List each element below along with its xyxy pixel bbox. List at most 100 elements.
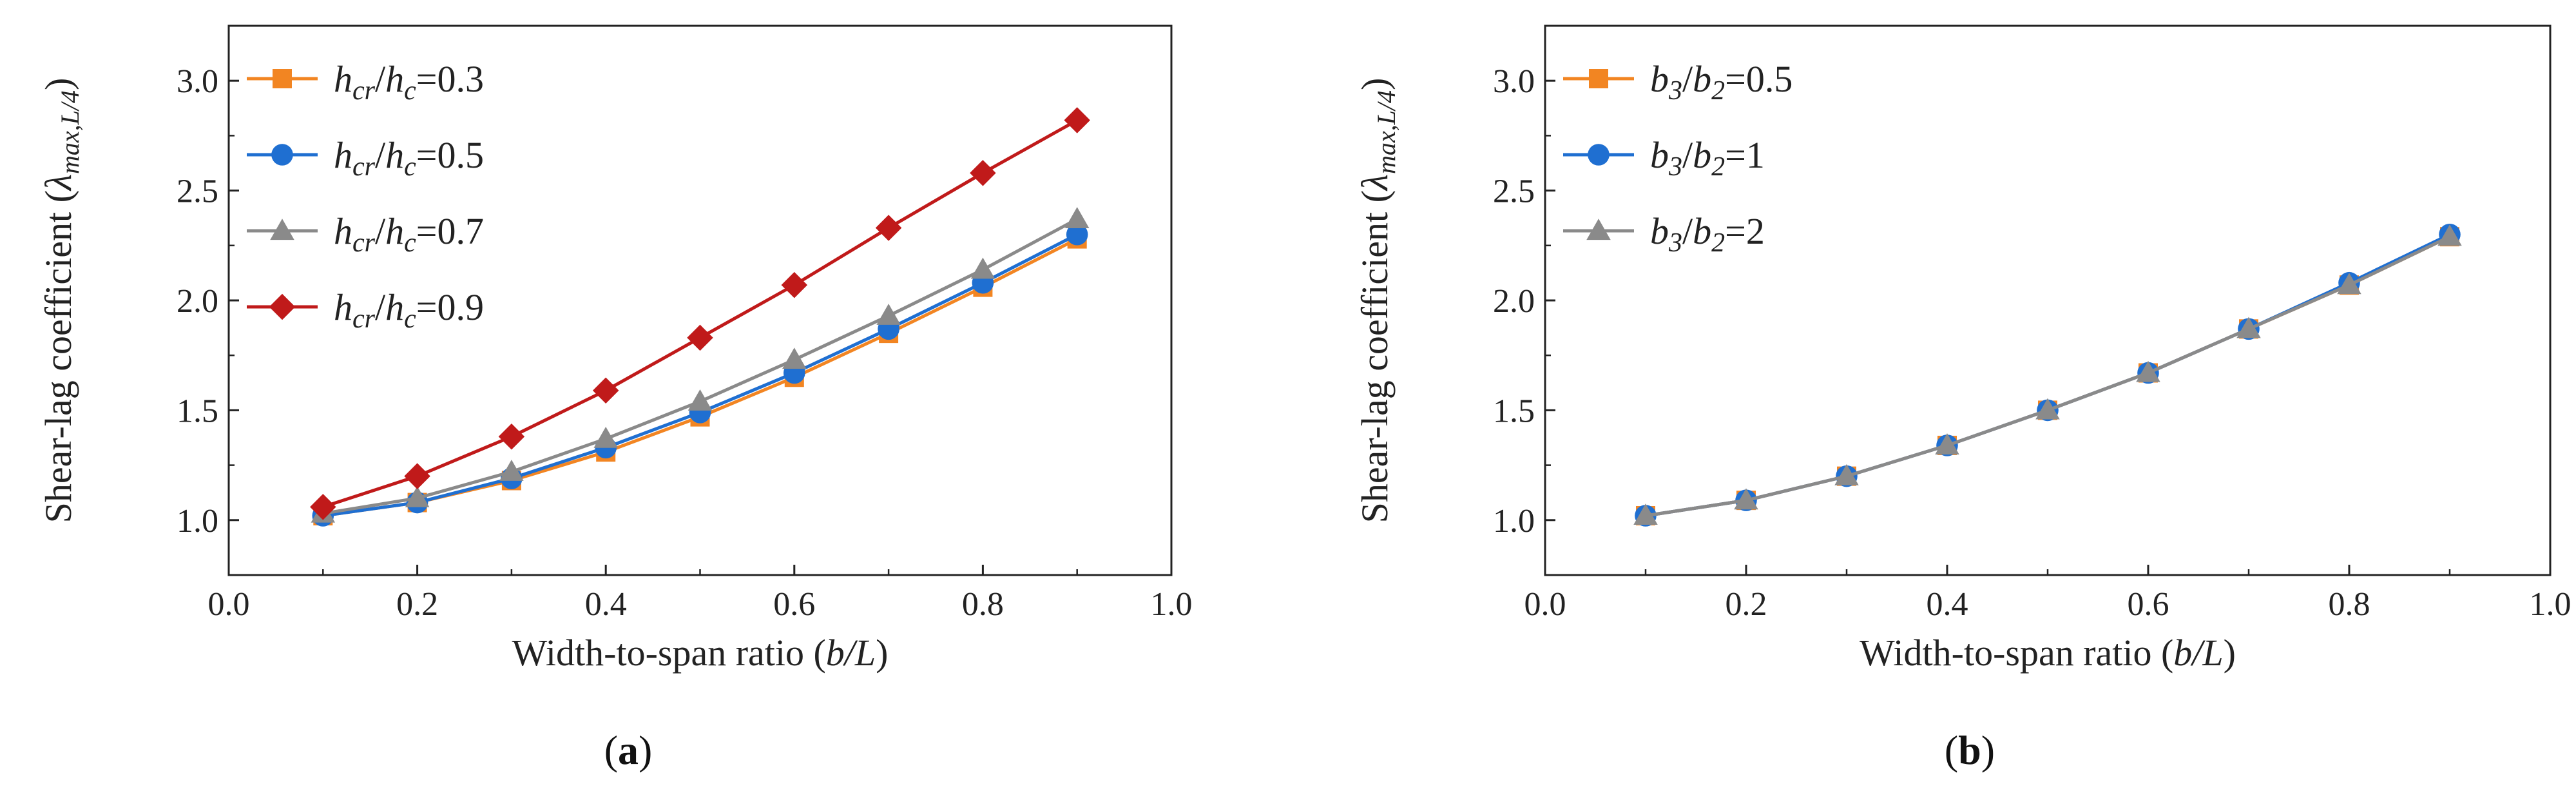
series-4 [310,107,1090,520]
y-tick-label: 3.0 [177,63,218,100]
x-tick-label: 0.4 [585,586,627,623]
legend: b3/b2=0.5b3/b2=1b3/b2=2 [1563,58,1793,258]
panel-label-open: ( [604,727,618,773]
series-3 [311,207,1090,523]
legend-var: h [334,286,352,328]
legend-subscript: 2 [1711,76,1725,106]
legend-var: h [334,210,352,252]
legend-value: =0.7 [416,210,484,252]
y-tick-label: 2.0 [1493,283,1535,320]
y-tick-label: 1.5 [177,393,218,429]
legend-value: =1 [1725,134,1765,176]
panel-label-open: ( [1945,727,1958,773]
legend-marker [1588,144,1610,166]
data-point [498,424,525,450]
legend-subscript: cr [352,152,376,182]
legend-separator: / [1682,58,1693,100]
data-point [687,324,713,351]
x-tick-label: 0.6 [2128,586,2169,623]
x-axis-title-text: Width-to-span ratio ( [512,632,825,674]
legend-marker [269,293,296,320]
series-line [1645,235,2451,518]
legend-var: h [385,210,404,252]
panel-label-letter: a [618,727,639,773]
panel-label-close: ) [1981,727,1995,773]
data-point [310,494,336,520]
x-tick-label: 0.6 [773,586,815,623]
legend-var: b [1650,210,1669,252]
x-tick-label: 0.8 [2329,586,2370,623]
legend-label: hcr/hc=0.3 [334,58,484,106]
panel-label: (a) [604,727,653,773]
series-2 [312,223,1088,527]
series-3 [1633,224,2462,525]
legend-marker [273,69,292,88]
legend-subscript: c [404,76,416,106]
data-point [405,485,430,507]
data-point [876,304,901,325]
legend-subscript: c [404,304,416,334]
y-axis-title: Shear-lag coefficient (λmax,L/4) [1354,78,1401,523]
y-tick-label: 2.5 [1493,173,1535,210]
y-axis-title-suffix: ) [1354,78,1396,90]
data-point [970,160,996,186]
data-point [2035,398,2060,420]
legend-separator: / [1682,210,1693,252]
legend-separator: / [375,58,386,100]
x-axis-title-var: b/L [2173,632,2223,674]
y-axis-title-lambda: λ [37,174,79,191]
data-point [2337,273,2361,295]
legend-separator: / [375,286,386,328]
data-point [2236,317,2261,338]
chart-panel-a: 0.0 0.2 0.4 0.6 0.8 1.0 1.0 1.5 2.0 2.5 3.0 Width-t… [37,24,1193,773]
data-point [1633,503,1658,525]
legend-separator: / [1682,134,1693,176]
data-point [875,215,902,241]
series-1 [1636,227,2459,525]
legend-subscript: 3 [1668,76,1682,106]
legend-value: =0.5 [1725,58,1793,100]
x-axis-title: Width-to-span ratio (b/L) [1860,632,2236,674]
data-point [687,389,713,411]
legend-marker [1589,69,1608,88]
legend-separator: / [375,210,386,252]
panel-label-letter: b [1958,727,1981,773]
legend-label: b3/b2=1 [1650,134,1765,182]
y-axis-title-lambda: λ [1354,174,1396,191]
data-point [2437,224,2462,246]
legend-subscript: c [404,228,416,258]
legend-label: hcr/hc=0.9 [334,286,484,334]
data-point [1734,488,1758,510]
data-point [404,463,430,489]
legend-var: b [1693,58,1711,100]
legend-subscript: cr [352,304,376,334]
legend-var: b [1650,134,1669,176]
chart-panel-b: 0.0 0.2 0.4 0.6 0.8 1.0 1.0 1.5 2.0 2.5 3.0 Width-t… [1354,24,2571,773]
x-tick-label: 0.0 [1524,586,1566,623]
y-axis-title: Shear-lag coefficient (λmax,L/4) [37,78,84,523]
y-tick-label: 1.5 [1493,393,1535,429]
legend-separator: / [375,134,386,176]
y-tick-label: 1.0 [177,503,218,540]
series-line [1645,235,2451,518]
x-tick-label: 0.2 [1725,586,1767,623]
data-point [1066,223,1088,246]
legend-var: h [334,58,352,100]
legend-subscript: 2 [1711,152,1725,182]
legend-subscript: 3 [1668,228,1682,258]
data-point [2136,360,2160,382]
y-tick-label: 2.5 [177,173,218,210]
data-point [781,271,808,298]
panel-label: (b) [1945,727,1995,773]
legend-value: =0.5 [416,134,484,176]
legend-subscript: cr [352,228,376,258]
legend-label: hcr/hc=0.5 [334,134,484,182]
series-line [322,233,1078,518]
y-axis-title-subscript: max,L/4 [1372,90,1401,174]
legend-subscript: 2 [1711,228,1725,258]
y-tick-label: 2.0 [177,283,218,320]
data-point [782,347,807,369]
x-axis-title: Width-to-span ratio (b/L) [512,632,888,674]
legend-var: b [1693,210,1711,252]
